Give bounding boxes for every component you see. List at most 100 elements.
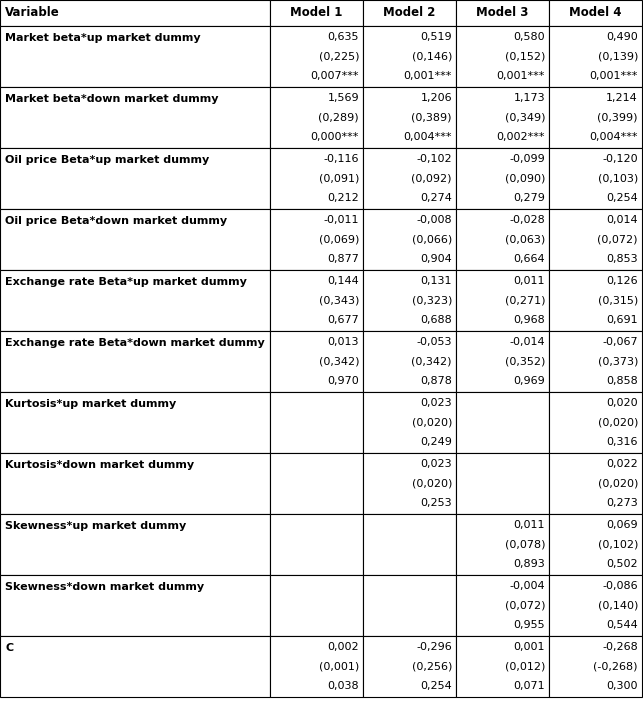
Text: (0,020): (0,020): [412, 417, 452, 428]
Text: (0,399): (0,399): [597, 112, 638, 123]
Bar: [549, 26, 642, 87]
Text: 0,858: 0,858: [606, 376, 638, 386]
Text: (0,352): (0,352): [505, 357, 545, 366]
Text: 0,279: 0,279: [513, 193, 545, 203]
Text: 0,544: 0,544: [606, 620, 638, 630]
Text: (0,066): (0,066): [412, 234, 452, 244]
Bar: [0, 453, 270, 514]
Text: 0,249: 0,249: [420, 437, 452, 447]
Bar: [0, 26, 270, 87]
Text: 0,955: 0,955: [513, 620, 545, 630]
Bar: [456, 209, 549, 270]
Text: (0,072): (0,072): [597, 234, 638, 244]
Text: Oil price Beta*down market dummy: Oil price Beta*down market dummy: [5, 216, 227, 226]
Bar: [549, 636, 642, 697]
Text: 0,664: 0,664: [513, 254, 545, 264]
Text: 0,071: 0,071: [513, 681, 545, 691]
Text: 0,878: 0,878: [420, 376, 452, 386]
Bar: [456, 331, 549, 392]
Text: Kurtosis*up market dummy: Kurtosis*up market dummy: [5, 399, 176, 409]
Bar: [0, 0, 270, 26]
Bar: [456, 575, 549, 636]
Text: 0,212: 0,212: [327, 193, 359, 203]
Text: (0,323): (0,323): [412, 296, 452, 306]
Bar: [549, 148, 642, 209]
Text: (0,092): (0,092): [412, 174, 452, 184]
Text: 0,490: 0,490: [606, 32, 638, 42]
Bar: [0, 331, 270, 392]
Text: (0,373): (0,373): [597, 357, 638, 366]
Text: -0,067: -0,067: [602, 337, 638, 347]
Text: 0,691: 0,691: [606, 315, 638, 325]
Text: (0,090): (0,090): [505, 174, 545, 184]
Text: 0,004***: 0,004***: [404, 132, 452, 142]
Text: 0,580: 0,580: [513, 32, 545, 42]
Text: 0,002: 0,002: [327, 642, 359, 652]
Text: Model 1: Model 1: [290, 6, 343, 20]
Bar: [0, 148, 270, 209]
Text: 0,023: 0,023: [421, 459, 452, 469]
Text: 0,254: 0,254: [421, 681, 452, 691]
Text: (0,389): (0,389): [412, 112, 452, 123]
Bar: [270, 514, 363, 575]
Text: 0,001: 0,001: [514, 642, 545, 652]
Text: 0,688: 0,688: [421, 315, 452, 325]
Text: 0,677: 0,677: [327, 315, 359, 325]
Text: -0,120: -0,120: [602, 154, 638, 164]
Text: (0,001): (0,001): [319, 662, 359, 671]
Bar: [456, 26, 549, 87]
Text: Exchange rate Beta*up market dummy: Exchange rate Beta*up market dummy: [5, 277, 247, 287]
Text: Kurtosis*down market dummy: Kurtosis*down market dummy: [5, 460, 194, 470]
Text: Skewness*up market dummy: Skewness*up market dummy: [5, 521, 186, 531]
Bar: [270, 636, 363, 697]
Text: 0,001***: 0,001***: [590, 71, 638, 81]
Text: Model 3: Model 3: [476, 6, 529, 20]
Text: -0,008: -0,008: [417, 215, 452, 225]
Bar: [363, 453, 456, 514]
Text: (0,289): (0,289): [318, 112, 359, 123]
Bar: [549, 0, 642, 26]
Bar: [456, 453, 549, 514]
Text: (0,342): (0,342): [412, 357, 452, 366]
Bar: [456, 87, 549, 148]
Text: 0,131: 0,131: [421, 276, 452, 286]
Bar: [0, 392, 270, 453]
Text: 0,000***: 0,000***: [311, 132, 359, 142]
Text: Market beta*down market dummy: Market beta*down market dummy: [5, 94, 219, 104]
Text: 0,635: 0,635: [327, 32, 359, 42]
Text: 0,519: 0,519: [421, 32, 452, 42]
Text: 0,022: 0,022: [606, 459, 638, 469]
Bar: [270, 331, 363, 392]
Text: (0,020): (0,020): [412, 479, 452, 489]
Text: 0,254: 0,254: [606, 193, 638, 203]
Text: C: C: [5, 643, 13, 653]
Bar: [0, 209, 270, 270]
Text: 0,014: 0,014: [606, 215, 638, 225]
Text: Oil price Beta*up market dummy: Oil price Beta*up market dummy: [5, 155, 209, 165]
Text: Model 4: Model 4: [569, 6, 622, 20]
Text: (0,152): (0,152): [505, 52, 545, 61]
Text: 0,004***: 0,004***: [590, 132, 638, 142]
Bar: [363, 270, 456, 331]
Bar: [456, 0, 549, 26]
Text: (0,225): (0,225): [318, 52, 359, 61]
Text: (0,020): (0,020): [597, 479, 638, 489]
Text: -0,011: -0,011: [323, 215, 359, 225]
Text: 0,253: 0,253: [421, 498, 452, 508]
Bar: [270, 0, 363, 26]
Bar: [549, 270, 642, 331]
Text: 0,013: 0,013: [327, 337, 359, 347]
Bar: [363, 331, 456, 392]
Text: -0,086: -0,086: [602, 581, 638, 591]
Text: Exchange rate Beta*down market dummy: Exchange rate Beta*down market dummy: [5, 338, 265, 348]
Bar: [363, 209, 456, 270]
Bar: [456, 392, 549, 453]
Bar: [270, 209, 363, 270]
Text: 1,173: 1,173: [513, 93, 545, 103]
Bar: [270, 87, 363, 148]
Bar: [270, 26, 363, 87]
Text: (0,012): (0,012): [505, 662, 545, 671]
Bar: [0, 514, 270, 575]
Text: 0,011: 0,011: [514, 520, 545, 530]
Text: (0,102): (0,102): [597, 539, 638, 549]
